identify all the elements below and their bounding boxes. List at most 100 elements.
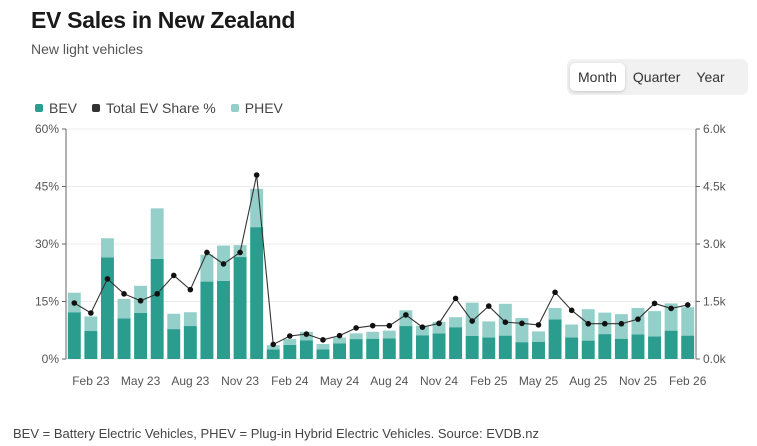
point-total-ev-share bbox=[154, 291, 160, 297]
toggle-quarter-button[interactable]: Quarter bbox=[632, 69, 681, 85]
bar-bev bbox=[217, 280, 230, 359]
bar-phev bbox=[250, 188, 264, 228]
bar-phev bbox=[167, 313, 181, 330]
bar-phev bbox=[565, 324, 579, 338]
x-tick-label: Nov 23 bbox=[221, 374, 259, 388]
point-total-ev-share bbox=[502, 319, 509, 326]
point-total-ev-share bbox=[469, 318, 475, 324]
legend-item-phev[interactable]: PHEV bbox=[230, 100, 283, 116]
point-total-ev-share bbox=[684, 302, 691, 308]
point-total-ev-share bbox=[386, 322, 393, 329]
point-total-ev-share bbox=[419, 324, 426, 330]
bar-bev bbox=[167, 329, 181, 359]
x-tick-label: May 23 bbox=[121, 374, 161, 388]
legend-item-share[interactable]: Total EV Share % bbox=[92, 100, 216, 116]
point-total-ev-share bbox=[71, 300, 78, 306]
legend-item-bev[interactable]: BEV bbox=[35, 100, 77, 116]
bar-bev bbox=[631, 334, 645, 359]
bar-bev bbox=[183, 326, 197, 359]
x-tick-label: Nov 24 bbox=[420, 374, 458, 388]
y-left-tick-label: 30% bbox=[35, 237, 59, 251]
y-right-tick-label: 4.5k bbox=[703, 180, 727, 194]
toggle-month-button[interactable]: Month bbox=[570, 63, 625, 91]
point-total-ev-share bbox=[635, 316, 641, 322]
bar-bev bbox=[333, 343, 347, 359]
x-tick-label: May 24 bbox=[320, 374, 360, 388]
bar-bev bbox=[532, 341, 545, 359]
point-total-ev-share bbox=[618, 320, 625, 327]
legend-label-phev: PHEV bbox=[244, 100, 283, 116]
bar-bev bbox=[150, 258, 164, 359]
y-right-tick-label: 1.5k bbox=[703, 295, 727, 309]
bar-phev bbox=[382, 330, 396, 339]
chart-title: EV Sales in New Zealand bbox=[31, 7, 296, 33]
legend-label-bev: BEV bbox=[49, 100, 78, 116]
point-total-ev-share bbox=[270, 341, 277, 348]
bar-bev bbox=[200, 281, 214, 359]
bar-bev bbox=[349, 339, 363, 359]
chart-legend: BEV Total EV Share % PHEV bbox=[35, 100, 298, 116]
x-tick-label: Feb 23 bbox=[72, 374, 110, 388]
legend-swatch-bev bbox=[35, 104, 43, 112]
chart-footnote: BEV = Battery Electric Vehicles, PHEV = … bbox=[13, 426, 539, 441]
point-total-ev-share bbox=[452, 295, 459, 302]
bar-bev bbox=[565, 337, 579, 359]
point-total-ev-share bbox=[204, 249, 210, 256]
point-total-ev-share bbox=[568, 307, 575, 314]
bar-bev bbox=[316, 349, 330, 359]
bar-phev bbox=[664, 303, 678, 331]
x-tick-label: Aug 23 bbox=[171, 374, 209, 388]
bar-phev bbox=[150, 208, 164, 259]
point-total-ev-share bbox=[585, 320, 592, 327]
point-total-ev-share bbox=[187, 286, 194, 293]
bar-phev bbox=[532, 331, 545, 342]
point-total-ev-share bbox=[535, 322, 542, 328]
x-tick-label: Feb 24 bbox=[271, 374, 309, 388]
bar-bev bbox=[648, 336, 662, 359]
chart-subtitle: New light vehicles bbox=[31, 41, 144, 57]
point-total-ev-share bbox=[303, 331, 310, 337]
bar-phev bbox=[415, 325, 429, 336]
bar-phev bbox=[432, 321, 446, 334]
x-tick-label: Nov 25 bbox=[619, 374, 657, 388]
x-tick-label: May 25 bbox=[519, 374, 559, 388]
bar-bev bbox=[664, 330, 678, 359]
y-left-tick-label: 45% bbox=[35, 180, 59, 194]
bar-bev bbox=[134, 313, 148, 359]
bar-bev bbox=[449, 327, 463, 359]
y-right-tick-label: 3.0k bbox=[703, 237, 727, 251]
point-total-ev-share bbox=[519, 320, 525, 327]
bar-bev bbox=[614, 338, 628, 359]
point-total-ev-share bbox=[320, 337, 326, 343]
bar-phev bbox=[100, 238, 114, 258]
bar-bev bbox=[498, 335, 512, 359]
legend-swatch-phev bbox=[230, 104, 239, 112]
bar-phev bbox=[266, 345, 280, 350]
bar-phev bbox=[681, 307, 695, 336]
point-total-ev-share bbox=[436, 320, 442, 327]
bar-phev bbox=[333, 337, 347, 344]
x-tick-label: Feb 26 bbox=[669, 374, 707, 388]
bar-bev bbox=[415, 335, 429, 359]
bar-bev bbox=[299, 340, 313, 359]
bar-phev bbox=[316, 344, 330, 350]
bar-phev bbox=[200, 254, 214, 282]
y-left-tick-label: 60% bbox=[35, 122, 59, 136]
bar-bev bbox=[100, 257, 114, 359]
bar-bev bbox=[283, 344, 297, 359]
bar-phev bbox=[482, 321, 496, 338]
point-total-ev-share bbox=[237, 249, 243, 256]
bar-bev bbox=[482, 337, 496, 359]
point-total-ev-share bbox=[485, 303, 492, 309]
x-tick-label: Aug 24 bbox=[370, 374, 408, 388]
legend-swatch-share bbox=[92, 104, 101, 112]
bar-phev bbox=[117, 298, 131, 319]
bar-phev bbox=[283, 339, 297, 345]
bar-phev bbox=[349, 333, 363, 340]
point-total-ev-share bbox=[668, 305, 674, 312]
bar-bev bbox=[515, 342, 529, 359]
toggle-year-button[interactable]: Year bbox=[696, 69, 725, 85]
bar-bev bbox=[598, 334, 612, 359]
bar-bev bbox=[84, 331, 98, 359]
